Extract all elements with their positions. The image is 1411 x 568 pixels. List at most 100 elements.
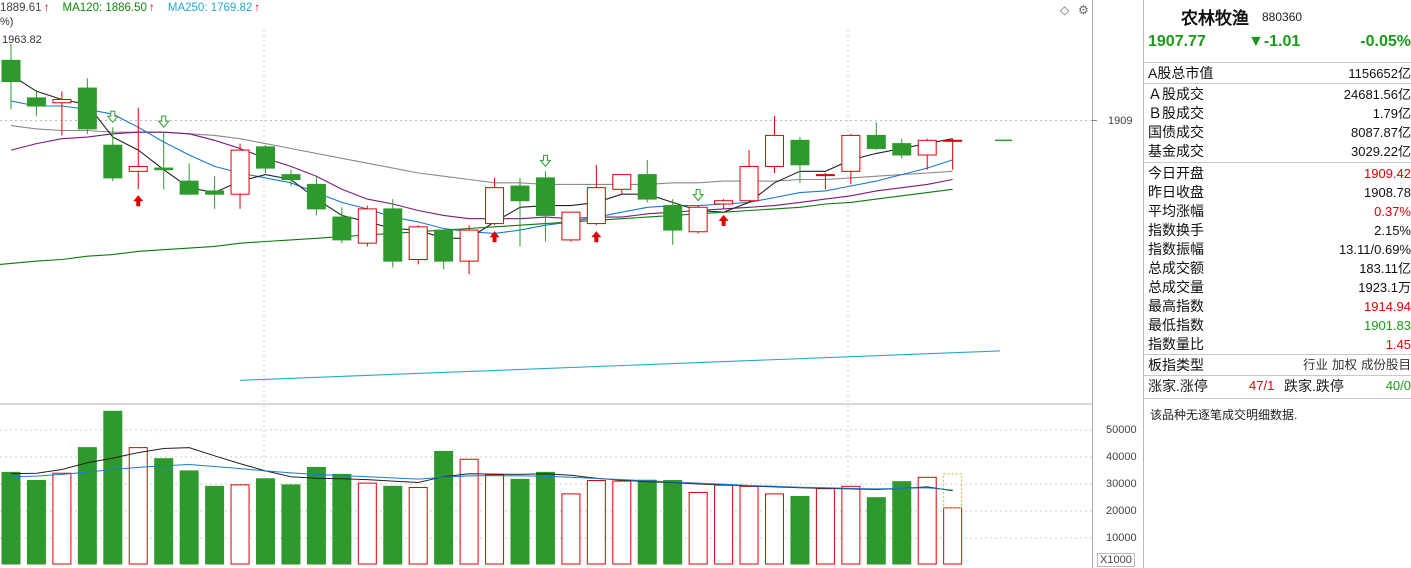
index-row: 总成交量 1923.1万 bbox=[1148, 279, 1411, 295]
price-change: ▼-1.01 bbox=[1248, 33, 1301, 50]
price-row: 1907.77 ▼-1.01 -0.05% bbox=[1144, 33, 1411, 53]
index-row: 指数量比 1.45 bbox=[1148, 336, 1411, 352]
index-row: 昨日收盘 1908.78 bbox=[1148, 184, 1411, 200]
volume-bar bbox=[230, 484, 250, 565]
sector-code: 880360 bbox=[1262, 10, 1303, 24]
candle-up bbox=[561, 211, 581, 241]
candle-up bbox=[586, 187, 606, 225]
ma250-line bbox=[239, 350, 1001, 381]
market-row: Ａ股成交 24681.56亿 bbox=[1148, 86, 1411, 102]
sell-signal-arrow bbox=[106, 110, 119, 124]
down-label: 跌家.跌停 bbox=[1284, 378, 1344, 394]
sector-name: 农林牧渔 bbox=[1181, 9, 1249, 28]
market-row: 基金成交 3029.22亿 bbox=[1148, 143, 1411, 159]
volume-bar bbox=[637, 479, 657, 565]
volume-tick-50000: 50000 bbox=[1106, 424, 1137, 436]
sector-type-constituents[interactable]: 成份股目 bbox=[1360, 358, 1411, 372]
gear-icon[interactable]: ⚙ bbox=[1078, 3, 1089, 17]
volume-bar bbox=[281, 484, 301, 565]
volume-bar bbox=[892, 481, 912, 565]
ma120-line bbox=[0, 188, 953, 265]
volume-bar bbox=[357, 482, 377, 565]
candle-up bbox=[943, 139, 963, 142]
ma-line-black bbox=[10, 74, 953, 239]
volume-bar bbox=[52, 472, 72, 565]
volume-bar bbox=[663, 480, 683, 565]
current-price: 1907.77 bbox=[1148, 33, 1206, 50]
up-value: 47/1 bbox=[1249, 378, 1275, 393]
volume-tick-20000: 20000 bbox=[1106, 505, 1137, 517]
buy-signal-arrow bbox=[718, 214, 729, 226]
candlestick-chart[interactable]: 1889.61 ↑ MA120: 1886.50 ↑ MA250: 1769.82 ↑… bbox=[0, 0, 1143, 568]
volume-bar bbox=[790, 496, 810, 565]
candle-up bbox=[485, 187, 505, 225]
index-row: 今日开盘 1909.42 bbox=[1148, 165, 1411, 181]
candle-down bbox=[434, 229, 454, 262]
chart-canvas[interactable] bbox=[0, 0, 1143, 568]
index-row: 总成交额 183.11亿 bbox=[1148, 260, 1411, 276]
volume-bar bbox=[510, 478, 530, 565]
candle-down bbox=[77, 87, 97, 130]
index-row: 平均涨幅 0.37% bbox=[1148, 203, 1411, 219]
candle-down bbox=[663, 205, 683, 231]
volume-bar bbox=[612, 480, 632, 565]
no-tick-data-note: 该品种无逐笔成交明细数据. bbox=[1150, 408, 1298, 422]
volume-bar bbox=[332, 473, 352, 565]
volume-bar bbox=[26, 480, 46, 565]
volume-bar bbox=[205, 485, 225, 565]
market-row: Ｂ股成交 1.79亿 bbox=[1148, 105, 1411, 121]
volume-bar bbox=[306, 466, 326, 565]
sector-type-weighted[interactable]: 加权 bbox=[1331, 358, 1357, 372]
index-row: 指数换手 2.15% bbox=[1148, 222, 1411, 238]
buy-signal-arrow bbox=[489, 231, 500, 243]
candle-up bbox=[917, 139, 937, 156]
ma-line-blue bbox=[10, 100, 953, 234]
ma-line-grey bbox=[10, 125, 953, 185]
ma250-value: MA250: 1769.82 ↑ bbox=[167, 2, 261, 14]
volume-bar bbox=[714, 484, 734, 565]
candle-up bbox=[52, 99, 72, 104]
candle-down bbox=[1, 59, 21, 83]
quote-panel: 农林牧渔 880360 1907.77 ▼-1.01 -0.05% A股总市值 1… bbox=[1143, 0, 1411, 568]
divider bbox=[1144, 62, 1411, 63]
candle-up bbox=[459, 229, 479, 262]
index-row: 最低指数 1901.83 bbox=[1148, 317, 1411, 333]
market-row: A股总市值 1156652亿 bbox=[1148, 65, 1411, 81]
candle-up bbox=[714, 200, 734, 205]
volume-tick-30000: 30000 bbox=[1106, 478, 1137, 490]
volume-bar bbox=[943, 507, 963, 565]
candle-up bbox=[815, 174, 835, 177]
market-row: 国债成交 8087.87亿 bbox=[1148, 124, 1411, 140]
divider bbox=[1144, 162, 1411, 163]
up-label: 涨家.涨停 bbox=[1148, 378, 1208, 394]
volume-unit-label: X1000 bbox=[1097, 553, 1135, 567]
volume-bar bbox=[841, 485, 861, 565]
candle-down bbox=[26, 97, 46, 107]
volume-bar bbox=[434, 450, 454, 565]
volume-bar bbox=[586, 480, 606, 565]
volume-bar bbox=[917, 476, 937, 565]
divider bbox=[1144, 375, 1411, 376]
advance-decline-row: 涨家.涨停 47/1 跌家.跌停 40/0 bbox=[1144, 376, 1411, 396]
ma120-value: MA120: 1886.50 ↑ bbox=[62, 2, 155, 14]
ma-line-purple bbox=[10, 131, 953, 220]
candle-down bbox=[154, 167, 174, 171]
candle-down bbox=[306, 183, 326, 210]
diamond-icon[interactable]: ◇ bbox=[1060, 3, 1070, 17]
ma-value-1: 1889.61 ↑ bbox=[0, 2, 50, 14]
volume-bar bbox=[103, 410, 123, 565]
candle-up bbox=[357, 208, 377, 244]
volume-bar bbox=[739, 485, 759, 565]
candle-down bbox=[637, 174, 657, 200]
divider bbox=[1144, 354, 1411, 355]
candle-up bbox=[612, 174, 632, 190]
volume-bar-estimate bbox=[943, 473, 963, 509]
candle-down bbox=[179, 180, 199, 195]
candle-up bbox=[688, 206, 708, 233]
candle-up bbox=[765, 134, 784, 167]
index-row: 指数振幅 13.11/0.69% bbox=[1148, 241, 1411, 257]
price-axis-label: 1909 bbox=[1108, 115, 1133, 127]
sector-type-industry[interactable]: 行业 bbox=[1302, 358, 1328, 372]
volume-bar bbox=[154, 458, 174, 565]
candle-down bbox=[103, 144, 123, 179]
